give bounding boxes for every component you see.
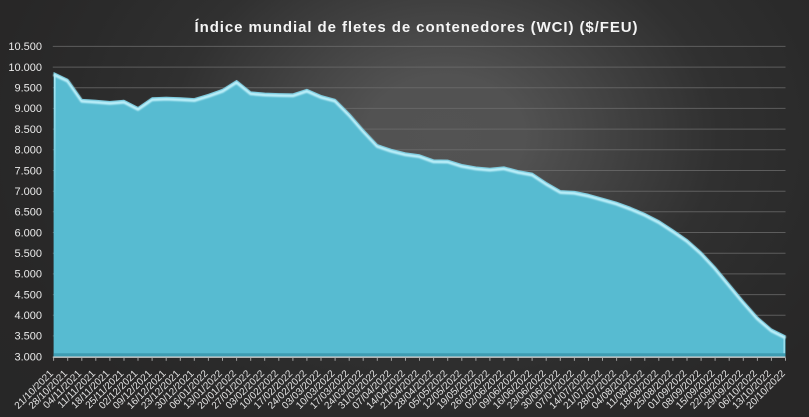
svg-text:5.000: 5.000: [14, 269, 42, 281]
svg-text:9.500: 9.500: [14, 83, 42, 95]
svg-text:7.000: 7.000: [14, 186, 42, 198]
svg-text:4.000: 4.000: [14, 310, 42, 322]
svg-text:6.000: 6.000: [14, 227, 42, 239]
svg-text:3.500: 3.500: [14, 331, 42, 343]
svg-text:10.500: 10.500: [8, 41, 42, 53]
svg-text:5.500: 5.500: [14, 248, 42, 260]
svg-text:9.000: 9.000: [14, 103, 42, 115]
svg-text:4.500: 4.500: [14, 289, 42, 301]
svg-text:10.000: 10.000: [8, 62, 42, 74]
svg-text:7.500: 7.500: [14, 165, 42, 177]
svg-text:6.500: 6.500: [14, 207, 42, 219]
svg-text:8.500: 8.500: [14, 124, 42, 136]
svg-text:3.000: 3.000: [14, 351, 42, 363]
svg-text:8.000: 8.000: [14, 145, 42, 157]
